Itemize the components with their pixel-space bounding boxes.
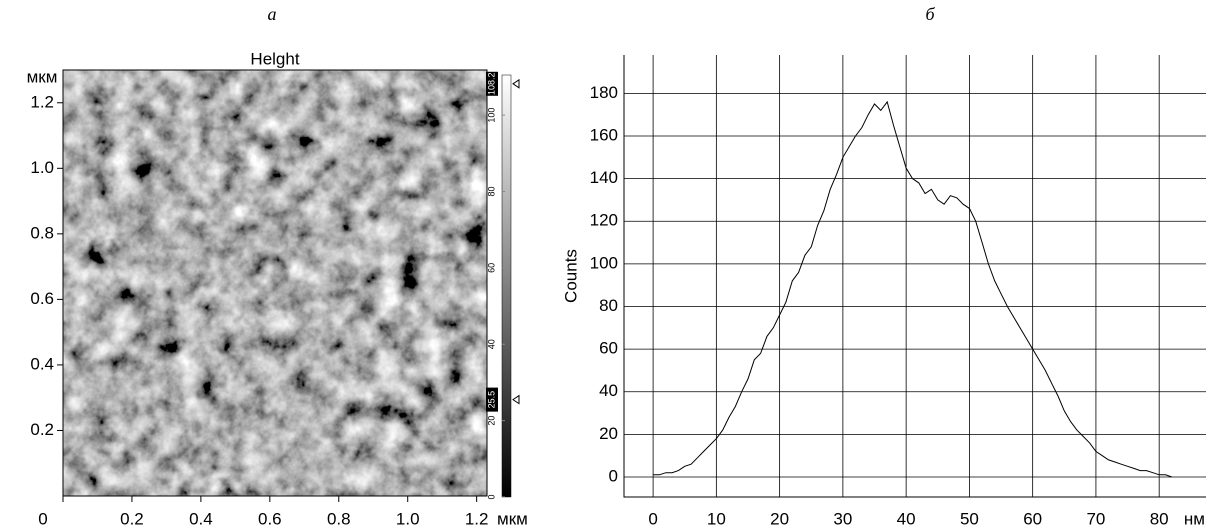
x-tick-label: 0: [648, 509, 657, 528]
x-tick-label: 50: [960, 509, 979, 528]
x-tick-label: 20: [770, 509, 789, 528]
y-tick-label: 1.2: [30, 92, 54, 111]
x-tick-label: 0.6: [258, 509, 282, 528]
y-tick-label: 80: [599, 296, 618, 315]
colorbar-tick-label: 0: [486, 494, 496, 499]
histogram-line: [653, 100, 1172, 478]
x-tick-label: 1.2: [465, 509, 489, 528]
panel-label: б: [925, 4, 935, 24]
x-tick-label: 60: [1023, 509, 1042, 528]
marker-label-bg: [486, 387, 498, 412]
colorbar-tick-label: 60: [486, 263, 496, 273]
x-tick-label: 30: [833, 509, 852, 528]
x-axis-unit: нм: [1184, 509, 1205, 528]
y-tick-label: 0.6: [30, 289, 54, 308]
panel-label: а: [268, 4, 277, 24]
marker-arrow: [512, 394, 520, 405]
colorbar-tick-label: 100: [486, 108, 496, 123]
y-tick-label: 0: [609, 466, 618, 485]
x-tick-label: 0.2: [120, 509, 144, 528]
afm-image: [63, 70, 487, 496]
x-tick-label: 10: [707, 509, 726, 528]
colorbar-tick-label: 80: [486, 186, 496, 196]
x-tick-label: 0.8: [327, 509, 351, 528]
y-tick-label: 20: [599, 424, 618, 443]
y-tick-label: 120: [590, 211, 618, 230]
marker-label: 25.5: [486, 391, 496, 409]
x-axis-unit: мкм: [497, 509, 528, 528]
image-frame: [62, 69, 488, 497]
y-tick-label: 0.8: [30, 223, 54, 242]
y-tick-label: 180: [590, 83, 618, 102]
y-tick-label: 140: [590, 168, 618, 187]
plot-frame: [623, 55, 1206, 498]
y-tick-label: 60: [599, 339, 618, 358]
y-axis-label: Counts: [561, 249, 580, 303]
marker-arrow: [512, 78, 520, 89]
colorbar-tick-label: 40: [486, 339, 496, 349]
y-tick-label: 1.0: [30, 158, 54, 177]
colorbar-tick-label: 20: [486, 416, 496, 426]
y-tick-label: 0.2: [30, 420, 54, 439]
y-tick-label: 100: [590, 253, 618, 272]
image-title: Helght: [250, 49, 299, 68]
x-tick-label: 1.0: [396, 509, 420, 528]
x-tick-label: 0.4: [189, 509, 213, 528]
x-tick-label: 40: [897, 509, 916, 528]
y-tick-label: 0.4: [30, 354, 54, 373]
x-tick-label: 80: [1150, 509, 1169, 528]
colorbar: [501, 74, 512, 498]
y-tick-label: 40: [599, 381, 618, 400]
marker-label-bg: [486, 71, 498, 96]
x-tick-label: 0: [38, 509, 47, 528]
y-axis-unit: мкм: [27, 67, 58, 86]
x-tick-label: 70: [1086, 509, 1105, 528]
y-tick-label: 160: [590, 125, 618, 144]
marker-label: 108.2: [486, 73, 496, 96]
